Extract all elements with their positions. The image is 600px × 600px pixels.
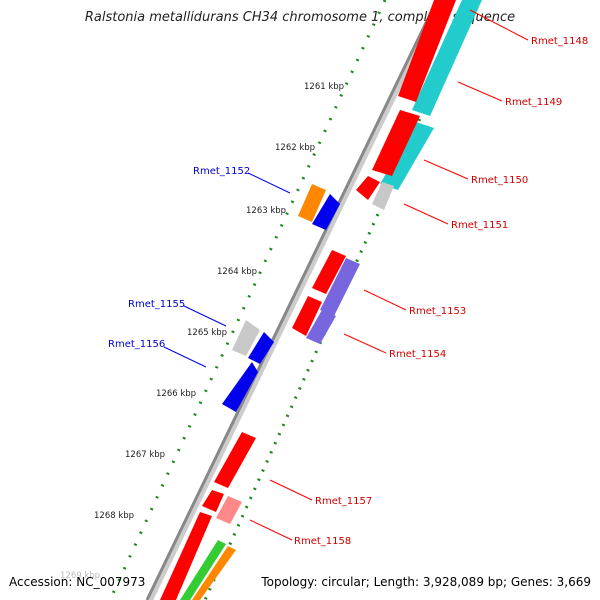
green-track <box>180 540 226 600</box>
backbone-shadow <box>147 0 443 600</box>
cds-rmet-1155 <box>248 332 274 364</box>
tick-label: 1261 kbp <box>304 82 344 92</box>
cds-rmet-1157 <box>214 432 256 488</box>
outer-dotted-ruler-lower <box>203 204 384 600</box>
tick-label: 1262 kbp <box>275 143 315 153</box>
gene-label-rmet-1152[interactable]: Rmet_1152 <box>193 166 250 177</box>
tick-label: 1266 kbp <box>156 389 196 399</box>
map-title: Ralstonia metallidurans CH34 chromosome … <box>84 10 516 25</box>
gene-label-rmet-1150[interactable]: Rmet_1150 <box>471 175 528 186</box>
tick-label: 1263 kbp <box>246 206 286 216</box>
reverse-genes <box>222 184 340 412</box>
cds-rmet-1152-orange <box>298 184 326 222</box>
gene-label-rmet-1151[interactable]: Rmet_1151 <box>451 220 508 231</box>
cds-rmet-1158 <box>216 496 242 524</box>
cds-rmet-1149 <box>372 110 420 176</box>
forward-leaders <box>249 9 529 541</box>
gene-label-rmet-1154[interactable]: Rmet_1154 <box>389 349 446 360</box>
forward-genes <box>160 0 456 600</box>
gene-label-rmet-1148[interactable]: Rmet_1148 <box>531 36 588 47</box>
cds-rmet-1157b <box>202 490 224 512</box>
tick-label: 1264 kbp <box>217 267 257 277</box>
topology-summary: Topology: circular; Length: 3,928,089 bp… <box>261 575 591 589</box>
gene-label-rmet-1155[interactable]: Rmet_1155 <box>128 299 185 310</box>
cds-rmet-1152 <box>312 194 340 230</box>
cds-rmet-1155-grey <box>232 320 260 356</box>
backbone <box>145 0 439 600</box>
gene-label-rmet-1158[interactable]: Rmet_1158 <box>294 536 351 547</box>
gene-label-rmet-1157[interactable]: Rmet_1157 <box>315 496 372 507</box>
cds-rmet-1151 <box>372 182 394 210</box>
cds-rmet-1153-upper <box>312 250 346 294</box>
gene-label-rmet-1156[interactable]: Rmet_1156 <box>108 339 165 350</box>
gene-label-rmet-1149[interactable]: Rmet_1149 <box>505 97 562 108</box>
cds-rmet-1150 <box>356 176 380 200</box>
cds-rmet-1153-purple <box>320 258 360 316</box>
cds-rmet-1154-purple <box>306 310 336 344</box>
forward-labels: Rmet_1148 Rmet_1149 Rmet_1150 Rmet_1151 … <box>294 36 588 547</box>
orange-track <box>192 546 236 600</box>
tick-label-faint: 1269 kbp <box>60 571 100 581</box>
reverse-leaders <box>163 172 291 368</box>
cds-rmet-1154 <box>292 296 322 336</box>
tick-label: 1265 kbp <box>187 328 227 338</box>
tick-label: 1268 kbp <box>94 511 134 521</box>
cds-forward-bottom <box>160 512 212 600</box>
teal-track <box>380 0 482 190</box>
accession-label: Accession: NC_007973 <box>9 575 146 589</box>
reverse-labels: Rmet_1152 Rmet_1155 Rmet_1156 <box>108 166 250 350</box>
cds-rmet-1156 <box>222 362 258 412</box>
gene-label-rmet-1153[interactable]: Rmet_1153 <box>409 306 466 317</box>
cds-rmet-1148 <box>398 0 456 102</box>
tick-label: 1267 kbp <box>125 450 165 460</box>
ruler-labels: 1261 kbp 1262 kbp 1263 kbp 1264 kbp 1265… <box>60 82 344 581</box>
